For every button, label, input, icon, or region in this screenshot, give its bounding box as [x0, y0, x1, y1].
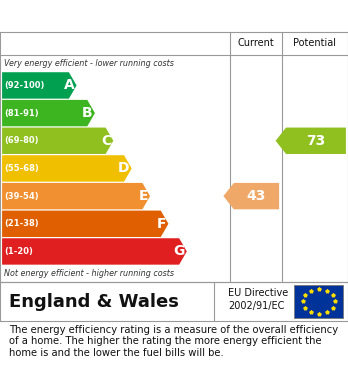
Bar [294, 285, 343, 317]
Text: G: G [173, 244, 185, 258]
Polygon shape [2, 127, 113, 154]
Polygon shape [2, 211, 168, 237]
Text: (69-80): (69-80) [4, 136, 39, 145]
Polygon shape [2, 100, 95, 126]
Text: England & Wales: England & Wales [9, 293, 179, 311]
Polygon shape [2, 183, 150, 209]
Polygon shape [276, 127, 346, 154]
Text: E: E [139, 189, 148, 203]
Text: Not energy efficient - higher running costs: Not energy efficient - higher running co… [4, 269, 174, 278]
Text: Very energy efficient - lower running costs: Very energy efficient - lower running co… [4, 59, 174, 68]
Text: Current: Current [237, 38, 274, 48]
Text: Potential: Potential [293, 38, 337, 48]
Polygon shape [223, 183, 279, 209]
Text: A: A [64, 79, 74, 92]
Text: (81-91): (81-91) [4, 109, 39, 118]
Text: 43: 43 [247, 189, 266, 203]
Text: (39-54): (39-54) [4, 192, 39, 201]
Text: Energy Efficiency Rating: Energy Efficiency Rating [9, 8, 238, 26]
Text: The energy efficiency rating is a measure of the overall efficiency of a home. T: The energy efficiency rating is a measur… [9, 325, 338, 358]
Polygon shape [2, 155, 132, 182]
Text: (92-100): (92-100) [4, 81, 45, 90]
Text: EU Directive
2002/91/EC: EU Directive 2002/91/EC [228, 288, 288, 311]
Text: (1-20): (1-20) [4, 247, 33, 256]
Text: (55-68): (55-68) [4, 164, 39, 173]
Text: 73: 73 [306, 134, 326, 148]
Text: (21-38): (21-38) [4, 219, 39, 228]
Polygon shape [2, 72, 77, 99]
Polygon shape [2, 238, 187, 265]
Text: C: C [101, 134, 111, 148]
Text: D: D [118, 161, 129, 176]
Text: F: F [157, 217, 166, 231]
Text: B: B [82, 106, 93, 120]
